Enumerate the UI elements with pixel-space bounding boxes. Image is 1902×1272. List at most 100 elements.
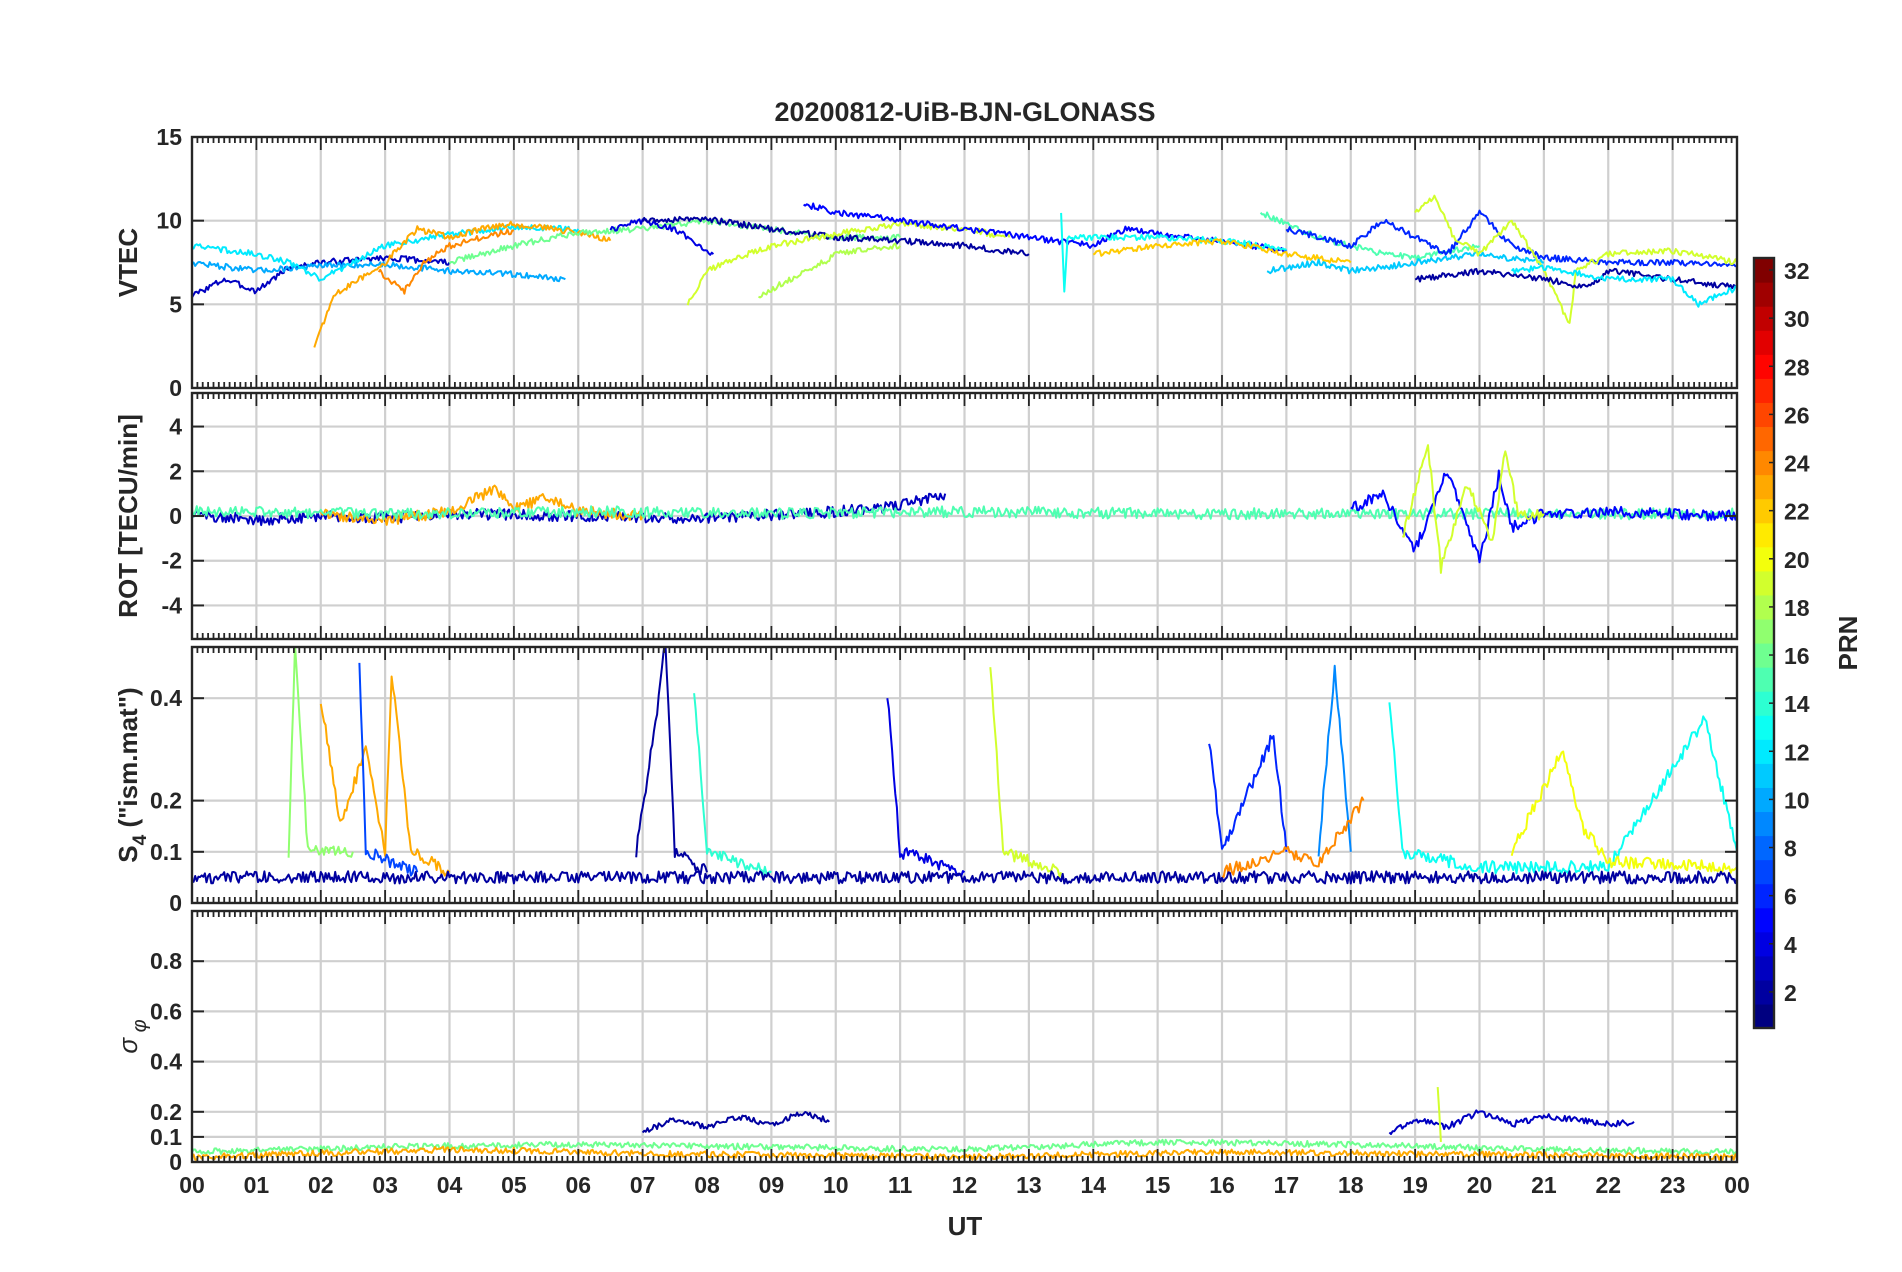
series-line-prn-6 — [1208, 734, 1288, 852]
colorbar-segment — [1754, 378, 1774, 403]
series-line-prn-23 — [313, 220, 612, 348]
colorbar-segment — [1754, 258, 1774, 283]
series-line-prn-2 — [1414, 267, 1737, 290]
colorbar-tick-label: 12 — [1784, 739, 1810, 765]
colorbar-tick-label: 20 — [1784, 547, 1810, 573]
x-tick-label: 09 — [759, 1172, 785, 1198]
colorbar-segment — [1754, 450, 1774, 476]
colorbar-tick-label: 4 — [1784, 932, 1797, 958]
colorbar-segment — [1754, 955, 1774, 981]
x-tick-label: 16 — [1209, 1172, 1235, 1198]
series-group — [192, 647, 1737, 885]
colorbar-segment — [1754, 402, 1774, 428]
x-ticks — [196, 647, 1733, 903]
colorbar-tick-label: 2 — [1784, 980, 1797, 1006]
series-line-prn-19 — [1436, 1087, 1442, 1142]
y-axis-label-s4: S4 ("ism.mat") — [113, 687, 151, 862]
series-line-prn-19 — [1402, 444, 1545, 574]
colorbar-segment — [1754, 787, 1774, 813]
colorbar-tick-label: 18 — [1784, 595, 1810, 621]
y-tick-label: 0.2 — [150, 1099, 182, 1125]
y-tick-label: 0.4 — [150, 1049, 182, 1075]
x-tick-label: 03 — [372, 1172, 398, 1198]
colorbar-segment — [1754, 546, 1774, 572]
series-line-prn-11 — [1266, 250, 1544, 275]
series-line-prn-9 — [1317, 664, 1352, 857]
colorbar-label: PRN — [1833, 616, 1863, 671]
y-tick-label: 0 — [169, 890, 182, 916]
series-line-prn-18 — [758, 242, 901, 299]
x-tick-label: 14 — [1080, 1172, 1106, 1198]
x-tick-label: 00 — [179, 1172, 205, 1198]
series-line-prn-6 — [1285, 209, 1737, 268]
x-tick-label: 00 — [1724, 1172, 1750, 1198]
y-tick-label: 10 — [156, 208, 182, 234]
x-tick-label: 15 — [1145, 1172, 1171, 1198]
series-line-prn-5 — [1350, 469, 1737, 564]
colorbar-segment — [1754, 691, 1774, 716]
colorbar-segment — [1754, 931, 1774, 957]
colorbar-segment — [1754, 522, 1774, 548]
series-line-prn-15 — [192, 505, 1737, 521]
colorbar-tick-label: 26 — [1784, 402, 1810, 428]
series-line-prn-4 — [886, 698, 966, 878]
x-tick-label: 02 — [308, 1172, 334, 1198]
series-line-prn-23 — [319, 675, 451, 877]
series-line-prn-12 — [1510, 264, 1737, 308]
x-tick-label: 21 — [1531, 1172, 1557, 1198]
colorbar-tick-label: 6 — [1784, 884, 1797, 910]
colorbar-segment — [1754, 282, 1774, 307]
x-tick-label: 10 — [823, 1172, 849, 1198]
x-tick-label: 17 — [1274, 1172, 1300, 1198]
colorbar-tick-label: 30 — [1784, 306, 1810, 332]
series-line-prn-7 — [358, 662, 419, 877]
series-line-prn-24 — [377, 228, 515, 295]
series-group — [192, 444, 1737, 574]
x-ticks — [196, 393, 1733, 639]
y-tick-label: 0 — [169, 1149, 182, 1175]
series-line-prn-12 — [192, 223, 580, 282]
series-line-prn-14 — [693, 693, 772, 876]
x-tick-label: 20 — [1467, 1172, 1493, 1198]
panel-s4: 0 0.1 0.2 0.4S4 ("ism.mat") — [113, 645, 1739, 916]
colorbar-tick-label: 32 — [1784, 258, 1810, 284]
panel-vtec: 0 5 10 15 VTEC — [113, 124, 1739, 401]
y-tick-label: 0.1 — [150, 839, 182, 865]
series-line-prn-22 — [1092, 238, 1352, 264]
series-line-prn-19 — [989, 667, 1063, 878]
series-line-prn-3 — [1388, 1109, 1635, 1135]
colorbar-segment — [1754, 883, 1774, 909]
x-tick-label: 23 — [1660, 1172, 1686, 1198]
chart-title: 20200812-UiB-BJN-GLONASS — [774, 97, 1155, 127]
x-ticks — [196, 137, 1733, 388]
y-tick-label: 0.1 — [150, 1124, 182, 1150]
colorbar-segment — [1754, 907, 1774, 933]
colorbar-segment — [1754, 594, 1774, 620]
x-tick-label: 19 — [1402, 1172, 1428, 1198]
colorbar-segment — [1754, 643, 1774, 668]
x-tick-labels: 00 01 02 03 04 05 06 07 08 09 10 11 12 13 14 15 16 17 18 19… — [179, 1172, 1750, 1198]
y-tick-label: 5 — [169, 291, 182, 317]
colorbar-segment — [1754, 498, 1774, 524]
y-axis-label-rot: ROT [TECU/min] — [113, 414, 143, 618]
series-line-prn-2 — [635, 647, 708, 876]
y-axis-label-sigma_phi: σ φ — [113, 1019, 151, 1053]
colorbar-segment — [1754, 618, 1774, 644]
colorbar-tick-label: 16 — [1784, 643, 1810, 669]
series-line-prn-13 — [1060, 212, 1287, 293]
colorbar-segment — [1754, 330, 1774, 355]
x-tick-label: 08 — [694, 1172, 720, 1198]
y-tick-label: 2 — [169, 458, 182, 484]
colorbar-segment — [1754, 859, 1774, 885]
colorbar-segment — [1754, 474, 1774, 500]
colorbar-tick-label: 22 — [1784, 499, 1810, 525]
colorbar-segment — [1754, 570, 1774, 596]
panel-rot: -4 -2 0 2 4 ROT [TECU/min] — [113, 391, 1739, 641]
y-tick-label: 0.2 — [150, 788, 182, 814]
x-tick-label: 01 — [244, 1172, 270, 1198]
series-line-prn-10 — [192, 261, 566, 283]
x-tick-label: 18 — [1338, 1172, 1364, 1198]
y-axis-label-vtec: VTEC — [113, 228, 143, 298]
colorbar-segment — [1754, 811, 1774, 837]
